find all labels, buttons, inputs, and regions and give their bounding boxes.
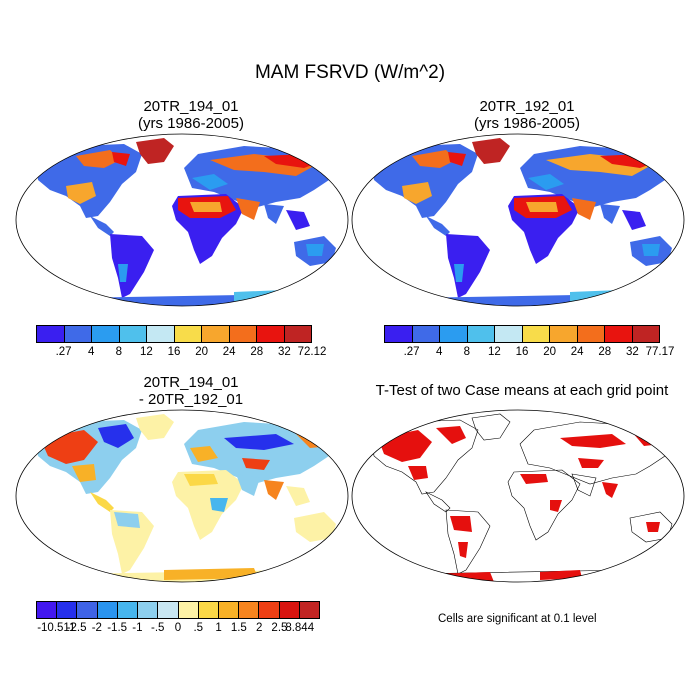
colorbar-diff-swatch	[299, 602, 320, 618]
colorbar-diff-swatch	[97, 602, 118, 618]
colorbar-diff-label: -.5	[150, 622, 165, 634]
colorbar-diff-label: 0	[174, 622, 182, 634]
significant-cells	[378, 426, 662, 582]
colorbar-diff-label: -1.5	[107, 622, 128, 634]
colorbar-case2-label: 77.17	[645, 346, 675, 358]
colorbar-diff-label: 2	[255, 622, 263, 634]
colorbar-diff-swatch	[279, 602, 300, 618]
colorbar-case2-label: 24	[570, 346, 584, 358]
panel-title-ttest-line1: T-Test of two Case means at each grid po…	[375, 382, 669, 399]
colorbar-diff-swatch	[239, 602, 260, 618]
colorbar-diff	[36, 601, 320, 619]
colorbar-diff-swatch	[259, 602, 280, 618]
colorbar-case1-swatch	[174, 326, 202, 342]
colorbar-case1-label: 12	[139, 346, 153, 358]
panel-title-case2-line2: (yrs 1986-2005)	[474, 115, 580, 132]
colorbar-diff-swatch	[37, 602, 58, 618]
colorbar-case1-label: 24	[222, 346, 236, 358]
colorbar-diff-labels: -10.511 -2.5 -2 -1.5 -1 -.5 0 .5 1 1.5 2 2.5 8.844	[36, 622, 320, 636]
panel-title-case1-line2: (yrs 1986-2005)	[138, 115, 244, 132]
colorbar-case2-label: 4	[435, 346, 443, 358]
colorbar-case1-label: 16	[167, 346, 181, 358]
colorbar-case1-swatch	[64, 326, 92, 342]
colorbar-case1-swatch	[37, 326, 65, 342]
colorbar-diff-swatch	[218, 602, 240, 618]
map-diff	[15, 409, 349, 583]
panel-title-case1-line1: 20TR_194_01	[143, 98, 239, 115]
colorbar-diff-label: -10.511	[37, 622, 76, 634]
colorbar-diff-label: -1	[132, 622, 143, 634]
colorbar-case1-swatch	[147, 326, 175, 342]
panel-title-case2: 20TR_192_01 (yrs 1986-2005)	[372, 98, 682, 132]
colorbar-case2-swatch	[632, 326, 659, 342]
colorbar-case1-swatch	[92, 326, 120, 342]
colorbar-diff-swatch	[138, 602, 159, 618]
colorbar-diff-label: 1.5	[230, 622, 247, 634]
colorbar-case2-swatch	[522, 326, 550, 342]
colorbar-diff-swatch	[77, 602, 98, 618]
colorbar-diff-label: .5	[193, 622, 204, 634]
colorbar-case2-swatch	[495, 326, 523, 342]
colorbar-case2-swatch	[412, 326, 440, 342]
colorbar-case2-swatch	[440, 326, 468, 342]
colorbar-case2-swatch	[467, 326, 495, 342]
colorbar-case2-swatch	[550, 326, 578, 342]
panel-title-diff-line2: - 20TR_192_01	[138, 391, 244, 408]
colorbar-case2-label: 16	[515, 346, 529, 358]
colorbar-case1-swatch	[257, 326, 285, 342]
colorbar-diff-label: 8.844	[285, 622, 315, 634]
colorbar-case1-swatch	[202, 326, 230, 342]
panel-title-case1: 20TR_194_01 (yrs 1986-2005)	[36, 98, 346, 132]
colorbar-case2-label: 8	[463, 346, 470, 358]
colorbar-case1-label: .27	[55, 346, 72, 358]
colorbar-case2-swatch	[385, 326, 413, 342]
colorbar-diff-label: 2.5	[271, 622, 288, 634]
colorbar-diff-swatch	[198, 602, 219, 618]
significance-note: Cells are significant at 0.1 level	[438, 613, 597, 625]
colorbar-case1-label: 20	[195, 346, 208, 358]
map-case2	[351, 133, 685, 307]
colorbar-diff-swatch	[158, 602, 179, 618]
colorbar-case1	[36, 325, 312, 343]
map-case1	[15, 133, 349, 307]
colorbar-case1-labels: .27 4 8 12 16 20 24 28 32 72.12	[36, 346, 327, 360]
continents-case1	[36, 138, 344, 306]
colorbar-diff-swatch	[57, 602, 78, 618]
colorbar-case1-label: 28	[250, 346, 264, 358]
colorbar-case2-label: 32	[625, 346, 639, 358]
colorbar-case2-label: 20	[543, 346, 556, 358]
colorbar-case2-labels: .27 4 8 12 16 20 24 28 32 77.17	[384, 346, 675, 360]
figure-title: MAM FSRVD (W/m^2)	[254, 62, 446, 83]
colorbar-diff-swatch	[117, 602, 139, 618]
colorbar-case2-swatch	[577, 326, 605, 342]
colorbar-case1-label: 32	[277, 346, 291, 358]
colorbar-case2-label: .27	[403, 346, 420, 358]
colorbar-case2-label: 28	[598, 346, 612, 358]
colorbar-case2-swatch	[605, 326, 633, 342]
panel-title-case2-line1: 20TR_192_01	[479, 98, 575, 115]
colorbar-diff-swatch	[178, 602, 199, 618]
colorbar-case1-swatch	[229, 326, 257, 342]
colorbar-case2-label: 12	[487, 346, 501, 358]
colorbar-case1-label: 72.12	[297, 346, 327, 358]
colorbar-case1-swatch	[284, 326, 311, 342]
colorbar-diff-label: -2.5	[66, 622, 87, 634]
colorbar-case1-label: 8	[115, 346, 122, 358]
colorbar-case1-label: 4	[87, 346, 95, 358]
panel-title-ttest: T-Test of two Case means at each grid po…	[352, 382, 692, 399]
colorbar-case2	[384, 325, 660, 343]
map-ttest	[351, 409, 685, 583]
colorbar-diff-label: 1	[215, 622, 222, 634]
colorbar-case1-swatch	[119, 326, 147, 342]
panel-title-diff: 20TR_194_01 - 20TR_192_01	[36, 374, 346, 408]
panel-title-diff-line1: 20TR_194_01	[143, 374, 239, 391]
colorbar-diff-label: -2	[91, 622, 102, 634]
